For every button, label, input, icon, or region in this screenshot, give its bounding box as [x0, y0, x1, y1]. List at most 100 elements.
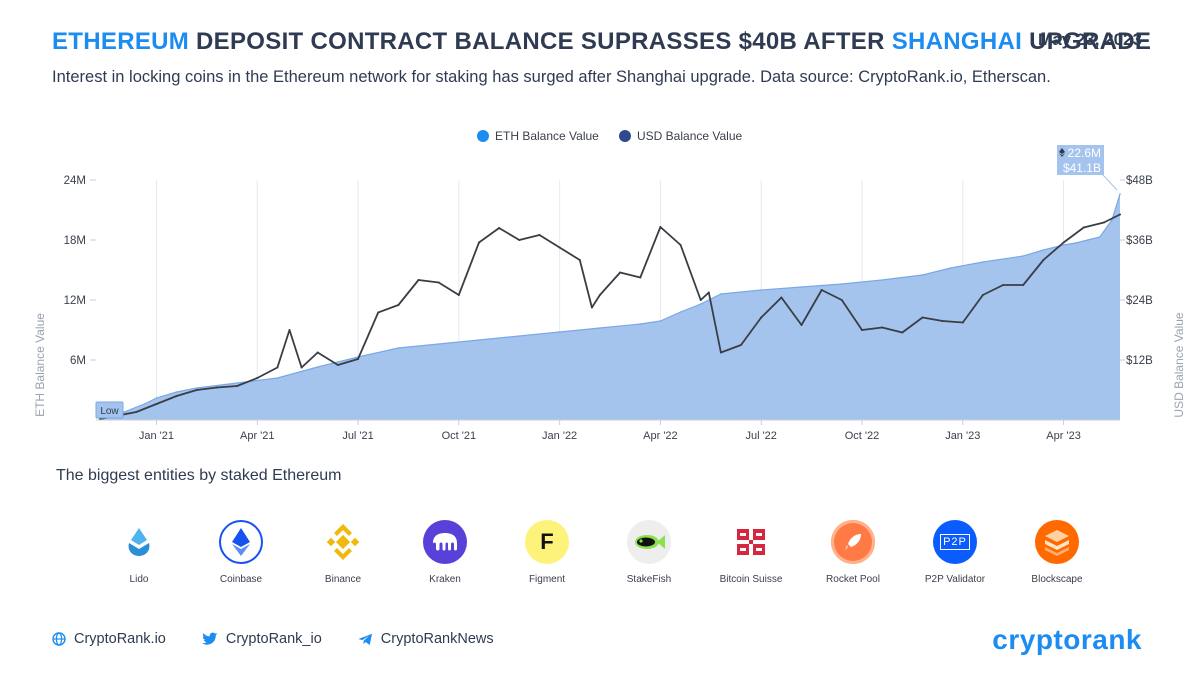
x-tick-label: Jan '21 — [139, 430, 174, 442]
usd-balance-point — [679, 244, 682, 246]
usd-balance-point — [707, 291, 710, 294]
eth-balance-point — [1119, 193, 1121, 195]
usd-balance-point — [236, 385, 239, 387]
eth-balance-point — [276, 377, 279, 379]
usd-balance-point — [881, 326, 884, 329]
eth-balance-point — [478, 339, 480, 341]
usd-balance-point — [598, 294, 601, 296]
x-tick-label: Apr '22 — [643, 430, 678, 442]
bitcoin-suisse-icon — [729, 520, 773, 564]
usd-balance-point — [538, 234, 541, 236]
eth-balance-point — [1099, 236, 1101, 238]
low-marker-label: Low — [100, 406, 119, 417]
entity-figment[interactable]: F Figment — [496, 520, 598, 585]
usd-balance-point — [760, 316, 763, 319]
usd-balance-point — [800, 324, 803, 326]
usd-balance-point — [135, 411, 138, 413]
eth-balance-point — [316, 366, 319, 368]
usd-balance-point — [699, 299, 702, 301]
usd-balance-point — [215, 386, 218, 389]
entity-bitcoin-suisse[interactable]: Bitcoin Suisse — [700, 520, 802, 585]
usd-balance-point — [1062, 241, 1065, 244]
footer-website-link[interactable]: CryptoRank.io — [52, 631, 166, 647]
tooltip-box — [1057, 145, 1104, 175]
usd-balance-point — [780, 296, 783, 299]
eth-balance-point — [1022, 255, 1024, 257]
footer-telegram-link[interactable]: CryptoRankNews — [358, 631, 494, 647]
eth-diamond-icon — [1059, 148, 1065, 157]
usd-balance-point — [357, 358, 359, 360]
usd-balance-point — [840, 299, 843, 301]
eth-balance-point — [720, 293, 722, 295]
entity-label: Figment — [528, 574, 566, 585]
eth-balance-point — [881, 279, 883, 281]
entity-coinbase[interactable]: Coinbase — [190, 520, 292, 585]
usd-balance-point — [1102, 221, 1105, 224]
entity-kraken[interactable]: Kraken — [394, 520, 496, 585]
footer-website-label: CryptoRank.io — [74, 631, 166, 647]
usd-balance-point — [740, 344, 742, 346]
legend-usd-label[interactable]: USD Balance Value — [637, 129, 742, 143]
usd-balance-point — [397, 304, 400, 306]
usd-balance-point — [276, 366, 279, 369]
title-highlight-shanghai: SHANGHAI — [891, 28, 1023, 55]
entity-label: Binance — [324, 574, 362, 585]
p2p-glyph: P2P — [940, 534, 970, 550]
entity-label: Lido — [129, 574, 149, 585]
legend-eth-label[interactable]: ETH Balance Value — [495, 129, 599, 143]
usd-balance-point — [175, 395, 178, 397]
entity-p2p-validator[interactable]: P2P P2P Validator — [904, 520, 1006, 585]
entity-stakefish[interactable]: StakeFish — [598, 520, 700, 585]
eth-balance-point — [659, 320, 662, 322]
right-tick-label: $36B — [1126, 235, 1153, 247]
usd-balance-point — [941, 320, 944, 322]
tooltip-usd-value: $41.1B — [1063, 161, 1101, 175]
eth-balance-point — [558, 331, 561, 333]
eth-balance-point — [1062, 244, 1065, 246]
right-tick-label: $24B — [1126, 295, 1153, 307]
eth-balance-point — [760, 289, 762, 291]
cryptorank-logo[interactable]: cryptorank — [992, 624, 1142, 655]
x-tick-label: Oct '22 — [845, 430, 880, 442]
entity-blockscape[interactable]: Blockscape — [1006, 520, 1108, 585]
usd-balance-point — [195, 389, 198, 391]
left-tick-label: 12M — [64, 295, 86, 307]
figment-icon: F — [525, 520, 569, 564]
x-tick-label: Jul '21 — [342, 430, 373, 442]
chart-canvas: ETH Balance Value USD Balance Value Jan … — [33, 129, 1186, 442]
eth-balance-point — [639, 323, 642, 325]
right-tick-label: $48B — [1126, 175, 1153, 187]
footer-twitter-link[interactable]: CryptoRank_io — [201, 631, 322, 647]
twitter-icon — [201, 632, 218, 645]
usd-balance-point — [901, 331, 904, 334]
eth-balance-area — [100, 194, 1120, 420]
usd-balance-point — [619, 271, 622, 274]
entity-rocket-pool[interactable]: Rocket Pool — [802, 520, 904, 585]
p2p-validator-icon: P2P — [933, 520, 977, 564]
title-highlight-ethereum: ETHEREUM — [52, 28, 190, 55]
title-middle: DEPOSIT CONTRACT BALANCE SUPRASSES $40B … — [189, 28, 892, 55]
eth-balance-point — [841, 283, 843, 285]
eth-balance-point — [175, 391, 178, 393]
footer-telegram-label: CryptoRankNews — [380, 631, 494, 647]
usd-balance-point — [155, 403, 158, 405]
entity-binance[interactable]: Binance — [292, 520, 394, 585]
entities-section-title: The biggest entities by staked Ethereum — [56, 467, 342, 484]
eth-balance-point — [1042, 249, 1045, 251]
chart-title: ETHEREUM DEPOSIT CONTRACT BALANCE SUPRAS… — [52, 28, 1151, 56]
entity-label: Kraken — [429, 574, 461, 585]
usd-balance-point — [861, 329, 863, 331]
entity-label: StakeFish — [626, 574, 672, 585]
usd-balance-point — [659, 226, 662, 228]
usd-balance-point — [377, 311, 380, 314]
entity-lido[interactable]: Lido — [88, 520, 190, 585]
stakefish-icon — [627, 520, 671, 564]
usd-balance-point — [921, 316, 924, 319]
eth-balance-point — [599, 327, 601, 329]
usd-balance-point — [316, 351, 319, 354]
usd-balance-point — [820, 289, 823, 291]
entities-row: Lido Coinbase Binance Kraken F Figment S… — [88, 520, 1108, 585]
eth-balance-point — [1086, 239, 1089, 241]
usd-balance-point — [1119, 213, 1121, 216]
eth-balance-point — [196, 387, 198, 389]
